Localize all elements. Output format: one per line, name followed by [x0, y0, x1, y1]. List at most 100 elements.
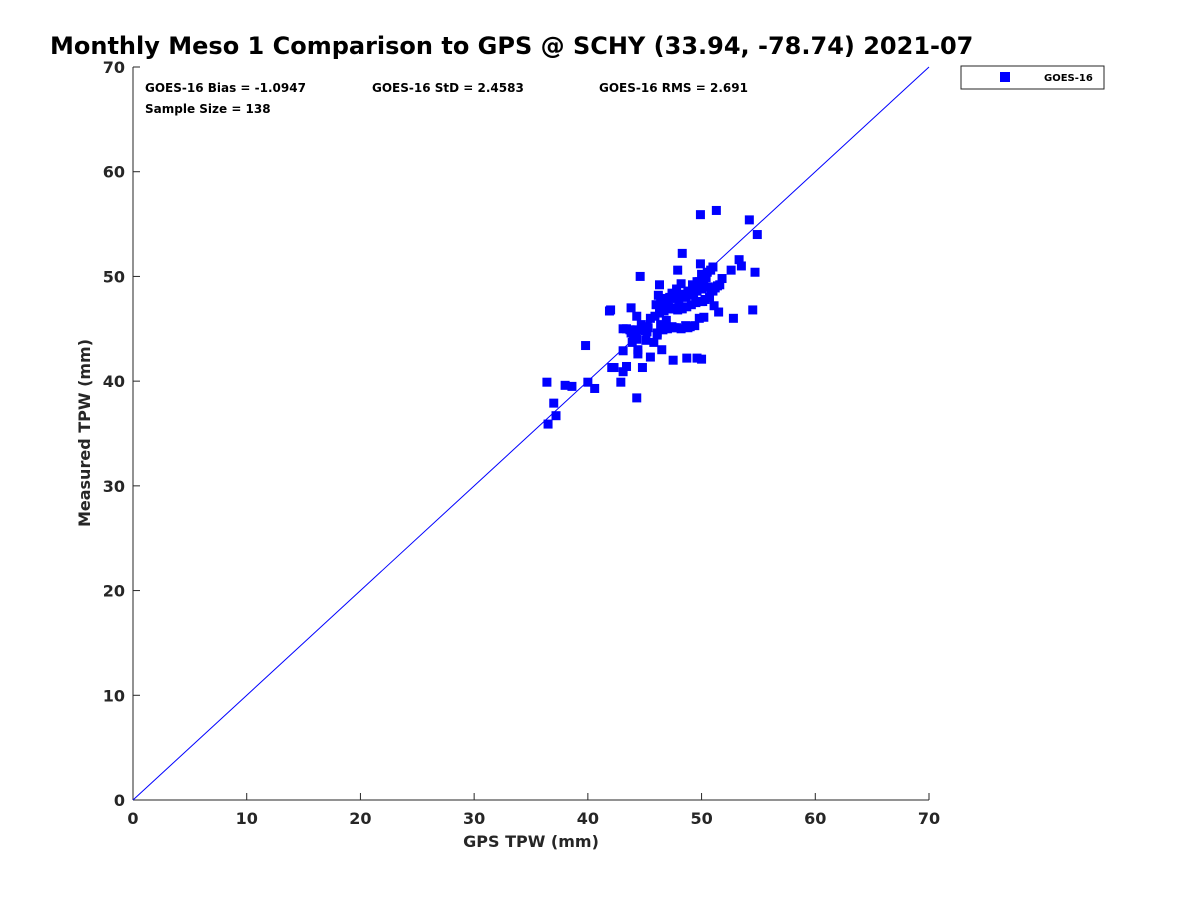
data-point: [708, 286, 718, 296]
data-point: [676, 279, 686, 289]
data-point: [728, 313, 738, 323]
data-point: [703, 282, 713, 292]
data-point: [567, 381, 577, 391]
data-point: [674, 291, 684, 301]
data-point: [632, 311, 642, 321]
data-point: [640, 326, 650, 336]
data-point: [632, 393, 642, 403]
data-point: [736, 261, 746, 271]
data-point: [658, 325, 668, 335]
data-point: [682, 302, 692, 312]
data-point: [677, 304, 687, 314]
data-point: [677, 248, 687, 258]
data-point: [752, 230, 762, 240]
data-point: [686, 300, 696, 310]
data-point: [645, 313, 655, 323]
data-point: [549, 398, 559, 408]
data-point: [702, 267, 712, 277]
data-point: [705, 292, 715, 302]
data-point: [560, 380, 570, 390]
data-point: [734, 255, 744, 265]
data-point: [717, 274, 727, 284]
data-point: [669, 323, 679, 333]
y-tick-label: 10: [103, 686, 125, 705]
y-axis-label: Measured TPW (mm): [75, 339, 94, 527]
data-point: [701, 272, 711, 282]
data-point: [689, 290, 699, 300]
stat-std: GOES-16 StD = 2.4583: [372, 81, 524, 95]
data-point: [651, 300, 661, 310]
x-tick-label: 10: [236, 809, 258, 828]
data-point: [607, 363, 617, 373]
data-point: [618, 346, 628, 356]
data-point: [697, 354, 707, 364]
legend-box: [960, 65, 1105, 90]
data-point: [708, 262, 718, 272]
data-point: [699, 312, 709, 322]
data-point: [632, 325, 642, 335]
data-point: [637, 363, 647, 373]
data-point: [645, 352, 655, 362]
data-point: [694, 313, 704, 323]
x-axis-label: GPS TPW (mm): [463, 832, 599, 851]
data-point: [683, 323, 693, 333]
data-point: [661, 315, 671, 325]
data-point: [668, 355, 678, 365]
data-point: [678, 292, 688, 302]
data-point: [590, 383, 600, 393]
data-points: [542, 205, 762, 429]
data-point: [656, 305, 666, 315]
y-tick-label: 40: [103, 372, 125, 391]
data-point: [709, 301, 719, 311]
plot-area: [132, 66, 930, 801]
reference-line: [132, 66, 930, 801]
data-point: [650, 311, 660, 321]
data-point: [583, 377, 593, 387]
data-point: [711, 205, 721, 215]
data-point: [581, 341, 591, 351]
data-point: [662, 324, 672, 334]
data-point: [692, 353, 702, 363]
data-point: [697, 284, 707, 294]
data-point: [658, 293, 668, 303]
data-point: [660, 299, 670, 309]
data-point: [698, 297, 708, 307]
data-point: [674, 297, 684, 307]
data-point: [654, 280, 664, 290]
data-point: [543, 419, 553, 429]
legend: GOES-16: [960, 65, 1105, 90]
data-point: [673, 265, 683, 275]
data-point: [744, 215, 754, 225]
data-point: [635, 271, 645, 281]
data-point: [683, 286, 693, 296]
data-point: [691, 298, 701, 308]
x-axis-ticks: 0 10 20 30 40 50 60 70: [127, 809, 940, 828]
data-point: [622, 361, 632, 371]
x-tick-label: 30: [463, 809, 485, 828]
x-tick-label: 70: [918, 809, 940, 828]
data-point: [551, 411, 561, 421]
data-point: [667, 288, 677, 298]
data-point: [695, 210, 705, 220]
data-point: [692, 277, 702, 287]
data-point: [690, 321, 700, 331]
y-tick-label: 30: [103, 477, 125, 496]
data-point: [542, 377, 552, 387]
data-point: [657, 345, 667, 355]
data-point: [641, 335, 651, 345]
stat-rms: GOES-16 RMS = 2.691: [599, 81, 748, 95]
data-point: [748, 305, 758, 315]
x-tick-label: 50: [690, 809, 712, 828]
data-point: [676, 324, 686, 334]
legend-entry-goes16: GOES-16: [1044, 73, 1093, 84]
y-tick-label: 50: [103, 267, 125, 286]
data-point: [665, 304, 675, 314]
y-tick-label: 70: [103, 58, 125, 77]
x-tick-label: 40: [577, 809, 599, 828]
data-point: [669, 293, 679, 303]
data-point: [606, 305, 616, 315]
data-point: [714, 307, 724, 317]
x-tick-label: 0: [127, 809, 138, 828]
data-point: [695, 259, 705, 269]
data-point: [712, 281, 722, 291]
